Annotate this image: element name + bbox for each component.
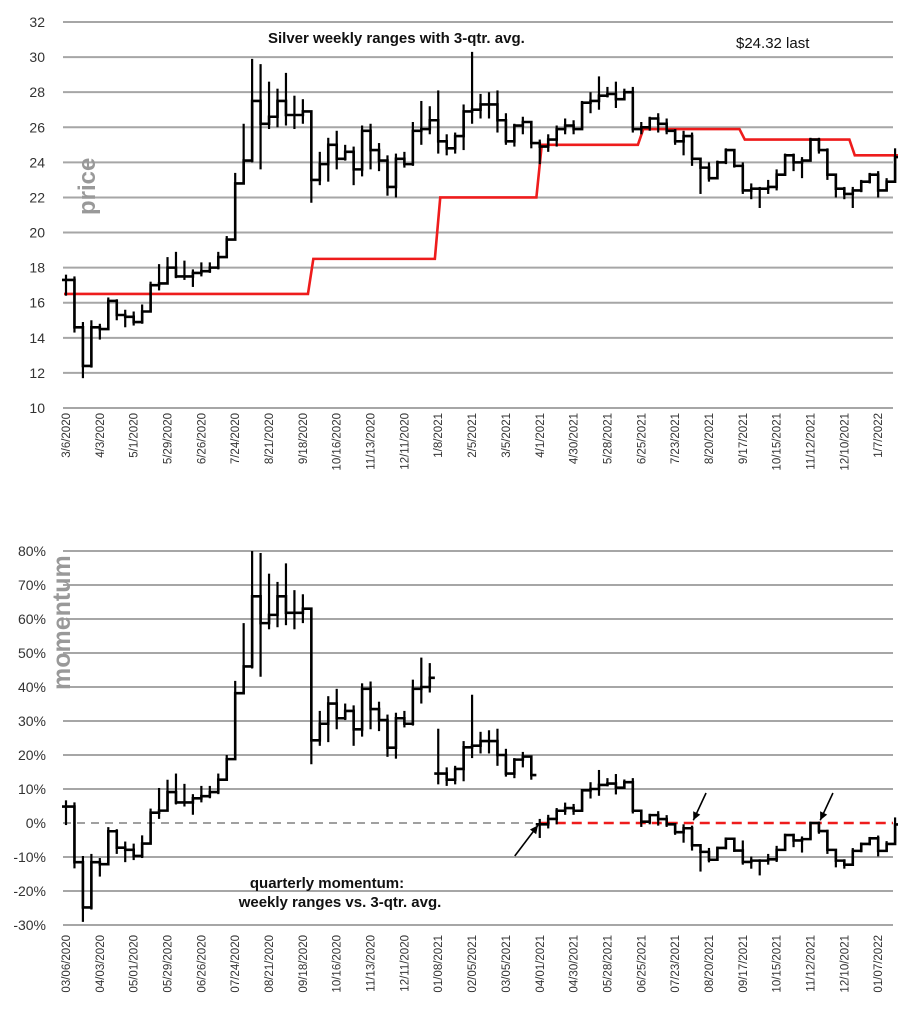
x-tick-label: 12/11/2020 (399, 413, 411, 470)
y-tick-label: 10% (18, 781, 46, 797)
x-tick-label: 08/20/2021 (704, 935, 716, 993)
x-tick-label: 4/3/2020 (95, 413, 107, 458)
x-tick-label: 1/7/2022 (873, 413, 885, 458)
momentum-chart-title: quarterly momentum: (250, 875, 404, 892)
momentum-axis-label: momentum (48, 555, 76, 690)
y-tick-label: 22 (29, 189, 45, 205)
y-tick-label: 26 (29, 119, 45, 135)
momentum-chart: -30% -20% -10% 0% 10% 20% 30% 40% 50% 60% 70% 80% 0… (13, 543, 898, 993)
x-tick-label: 04/30/2021 (569, 935, 581, 993)
x-tick-label: 05/28/2021 (602, 935, 614, 993)
x-tick-label: 10/16/2020 (332, 413, 344, 471)
x-tick-label: 11/13/2020 (366, 935, 378, 992)
y-tick-label: 14 (29, 330, 45, 346)
arrow-head-icon (529, 825, 538, 835)
y-tick-label: 10 (29, 400, 45, 416)
y-tick-label: -10% (13, 849, 46, 865)
momentum-gridlines (63, 550, 893, 926)
x-tick-label: 11/13/2020 (366, 413, 378, 470)
price-axis-label: price (74, 158, 101, 215)
x-tick-label: 01/07/2022 (873, 935, 885, 993)
x-tick-label: 8/20/2021 (704, 413, 716, 464)
last-price-label: $24.32 last (736, 35, 810, 52)
x-tick-label: 3/6/2020 (61, 413, 73, 458)
x-tick-label: 6/25/2021 (636, 413, 648, 464)
y-tick-label: 70% (18, 577, 46, 593)
x-tick-label: 1/8/2021 (433, 413, 445, 458)
x-tick-label: 6/26/2020 (196, 413, 208, 464)
price-x-ticks: 3/6/2020 4/3/2020 5/1/2020 5/29/2020 6/26/20… (61, 413, 885, 471)
x-tick-label: 07/24/2020 (230, 935, 242, 993)
y-tick-label: 16 (29, 295, 45, 311)
x-tick-label: 10/16/2020 (332, 935, 344, 993)
y-tick-label: 30 (29, 49, 45, 65)
x-tick-label: 5/1/2020 (129, 413, 141, 458)
x-tick-label: 10/15/2021 (772, 413, 784, 471)
y-tick-label: 18 (29, 260, 45, 276)
x-tick-label: 9/17/2021 (738, 413, 750, 464)
price-chart: 10 12 14 16 18 20 22 24 26 28 30 32 3/6/2020 4/3/202… (29, 14, 898, 471)
x-tick-label: 03/06/2020 (61, 935, 73, 993)
y-tick-label: -30% (13, 917, 46, 933)
price-y-ticks: 10 12 14 16 18 20 22 24 26 28 30 32 (29, 14, 45, 416)
y-tick-label: 20 (29, 225, 45, 241)
x-tick-label: 11/12/2021 (805, 935, 817, 992)
x-tick-label: 5/28/2021 (602, 413, 614, 464)
y-tick-label: 20% (18, 747, 46, 763)
y-tick-label: 60% (18, 611, 46, 627)
x-tick-label: 05/01/2020 (129, 935, 141, 993)
x-tick-label: 12/10/2021 (839, 413, 851, 471)
momentum-x-ticks: 03/06/2020 04/03/2020 05/01/2020 05/29/2020… (61, 935, 885, 993)
x-tick-label: 7/23/2021 (670, 413, 682, 464)
x-tick-label: 03/05/2021 (501, 935, 513, 993)
x-tick-label: 2/5/2021 (467, 413, 479, 458)
price-marks (62, 51, 898, 379)
x-tick-label: 5/29/2020 (163, 413, 175, 464)
x-tick-label: 04/01/2021 (535, 935, 547, 993)
x-tick-label: 9/18/2020 (298, 413, 310, 464)
y-tick-label: 80% (18, 543, 46, 559)
x-tick-label: 04/03/2020 (95, 935, 107, 993)
x-tick-label: 10/15/2021 (772, 935, 784, 993)
x-tick-label: 7/24/2020 (230, 413, 242, 464)
x-tick-label: 11/12/2021 (805, 413, 817, 470)
three-qtr-avg-line (64, 127, 898, 296)
x-tick-label: 09/18/2020 (298, 935, 310, 993)
arrow-head-icon (693, 811, 701, 821)
x-tick-label: 08/21/2020 (264, 935, 276, 993)
momentum-y-ticks: -30% -20% -10% 0% 10% 20% 30% 40% 50% 60% 70% 80% (13, 543, 46, 933)
y-tick-label: -20% (13, 883, 46, 899)
x-tick-label: 3/5/2021 (501, 413, 513, 458)
x-tick-label: 12/10/2021 (839, 935, 851, 993)
x-tick-label: 01/08/2021 (433, 935, 445, 993)
weekly-close-step-line (62, 90, 898, 368)
x-tick-label: 4/30/2021 (569, 413, 581, 464)
x-tick-label: 06/25/2021 (636, 935, 648, 993)
y-tick-label: 50% (18, 645, 46, 661)
y-tick-label: 30% (18, 713, 46, 729)
y-tick-label: 24 (29, 154, 45, 170)
y-tick-label: 32 (29, 14, 45, 30)
x-tick-label: 02/05/2021 (467, 935, 479, 993)
x-tick-label: 05/29/2020 (163, 935, 175, 993)
momentum-marks (62, 551, 898, 922)
y-tick-label: 40% (18, 679, 46, 695)
x-tick-label: 4/1/2021 (535, 413, 547, 458)
y-tick-label: 28 (29, 84, 45, 100)
price-chart-title: Silver weekly ranges with 3-qtr. avg. (268, 30, 525, 47)
x-tick-label: 07/23/2021 (670, 935, 682, 993)
weekly-close-step-line (62, 595, 898, 909)
y-tick-label: 12 (29, 365, 45, 381)
momentum-chart-subtitle: weekly ranges vs. 3-qtr. avg. (238, 894, 442, 911)
x-tick-label: 12/11/2020 (399, 935, 411, 992)
x-tick-label: 09/17/2021 (738, 935, 750, 993)
y-tick-label: 0% (26, 815, 46, 831)
x-tick-label: 8/21/2020 (264, 413, 276, 464)
arrow-head-icon (820, 811, 828, 821)
x-tick-label: 06/26/2020 (196, 935, 208, 993)
price-gridlines (63, 21, 893, 409)
